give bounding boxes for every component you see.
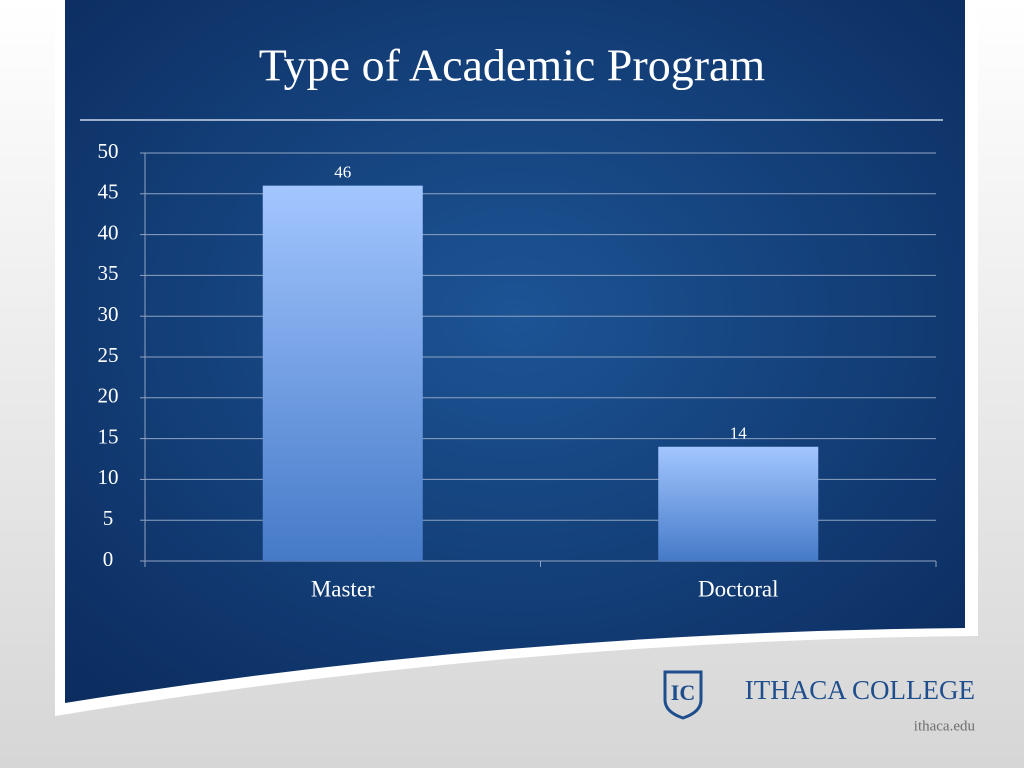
y-tick-label: 50 [98, 139, 119, 163]
logo: IC [663, 670, 703, 720]
y-tick-label: 30 [98, 302, 119, 326]
chart-title: Type of Academic Program [259, 40, 766, 91]
y-tick-label: 45 [98, 180, 119, 204]
logo-text: ITHACA COLLEGE [745, 675, 975, 705]
y-tick-label: 25 [98, 343, 119, 367]
y-tick-label: 5 [103, 506, 114, 530]
value-label: 14 [730, 424, 748, 443]
bar [262, 185, 423, 561]
bar [658, 446, 819, 561]
y-tick-label: 0 [103, 547, 114, 571]
y-tick-label: 10 [98, 465, 119, 489]
logo-shield [663, 670, 703, 720]
y-tick-label: 40 [98, 220, 119, 244]
y-tick-label: 35 [98, 261, 119, 285]
panel [65, 0, 965, 703]
y-tick-label: 15 [98, 424, 119, 448]
y-tick-label: 20 [98, 384, 119, 408]
logo-mark: IC [671, 680, 695, 705]
x-tick-label: Doctoral [698, 576, 778, 601]
url: ithaca.edu [914, 718, 976, 734]
value-label: 46 [334, 163, 351, 182]
x-tick-label: Master [311, 576, 375, 601]
